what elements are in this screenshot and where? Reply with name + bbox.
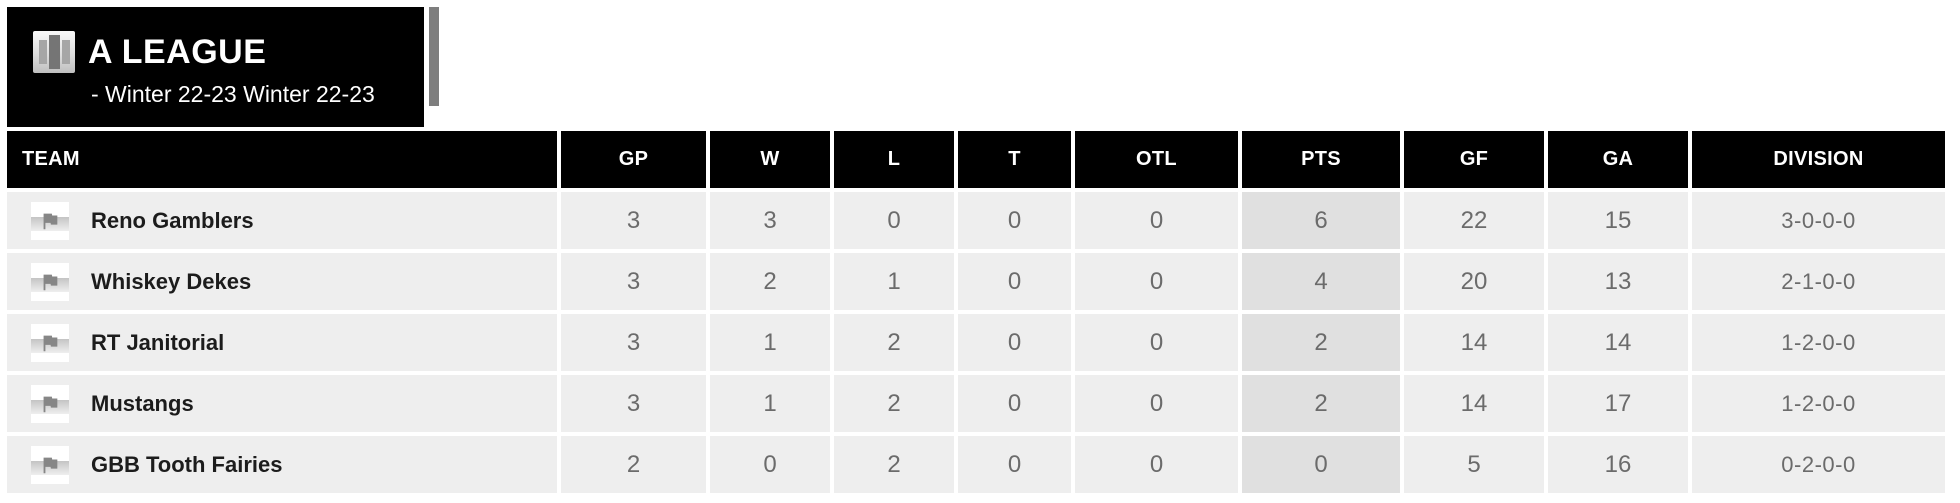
team-cell[interactable]: Reno Gamblers [7, 192, 557, 249]
otl-cell: 0 [1075, 375, 1238, 432]
w-cell: 2 [710, 253, 830, 310]
gf-cell: 5 [1404, 436, 1544, 493]
league-title-row: A LEAGUE [33, 31, 424, 73]
t-cell: 0 [958, 436, 1071, 493]
gp-cell: 3 [561, 314, 706, 371]
table-header-row: TEAM GP W L T OTL PTS GF GA DIVISION [7, 131, 1945, 188]
gf-cell: 14 [1404, 314, 1544, 371]
bar-icon [61, 40, 70, 64]
column-header-l: L [834, 131, 954, 188]
column-header-division: DIVISION [1692, 131, 1945, 188]
logo-band [31, 460, 69, 475]
column-header-w: W [710, 131, 830, 188]
otl-cell: 0 [1075, 314, 1238, 371]
pts-cell: 2 [1242, 375, 1400, 432]
t-cell: 0 [958, 253, 1071, 310]
team-name: Whiskey Dekes [91, 268, 252, 294]
division-cell: 1-2-0-0 [1692, 314, 1945, 371]
otl-cell: 0 [1075, 253, 1238, 310]
gf-cell: 14 [1404, 375, 1544, 432]
otl-cell: 0 [1075, 192, 1238, 249]
gp-cell: 2 [561, 436, 706, 493]
logo-band [31, 338, 69, 353]
w-cell: 1 [710, 375, 830, 432]
league-title: A LEAGUE [88, 33, 267, 71]
team-name: Reno Gamblers [91, 207, 254, 233]
table-row: Mustangs 3 1 2 0 0 2 14 17 1-2-0-0 [7, 375, 1945, 432]
w-cell: 1 [710, 314, 830, 371]
gp-cell: 3 [561, 253, 706, 310]
table-body: Reno Gamblers 3 3 0 0 0 6 22 15 3-0-0-0 … [7, 192, 1945, 493]
team-cell[interactable]: Whiskey Dekes [7, 253, 557, 310]
column-header-gf: GF [1404, 131, 1544, 188]
w-cell: 3 [710, 192, 830, 249]
league-season-subtitle: - Winter 22-23 Winter 22-23 [91, 81, 375, 107]
league-logo-columns-icon [33, 31, 75, 73]
team-cell[interactable]: RT Janitorial [7, 314, 557, 371]
standings-table: TEAM GP W L T OTL PTS GF GA DIVISION Ren… [7, 131, 1945, 493]
team-flag-icon [31, 445, 69, 484]
team-name: RT Janitorial [91, 329, 225, 355]
column-header-gp: GP [561, 131, 706, 188]
vertical-scrollbar-thumb[interactable] [429, 7, 439, 106]
l-cell: 1 [834, 253, 954, 310]
gp-cell: 3 [561, 375, 706, 432]
team-name: GBB Tooth Fairies [91, 451, 283, 477]
ga-cell: 13 [1548, 253, 1688, 310]
division-cell: 3-0-0-0 [1692, 192, 1945, 249]
table-row: GBB Tooth Fairies 2 0 2 0 0 0 5 16 0-2-0… [7, 436, 1945, 493]
ga-cell: 17 [1548, 375, 1688, 432]
gf-cell: 22 [1404, 192, 1544, 249]
team-name: Mustangs [91, 390, 194, 416]
ga-cell: 16 [1548, 436, 1688, 493]
table-row: RT Janitorial 3 1 2 0 0 2 14 14 1-2-0-0 [7, 314, 1945, 371]
column-header-t: T [958, 131, 1071, 188]
team-cell[interactable]: GBB Tooth Fairies [7, 436, 557, 493]
column-header-team: TEAM [7, 131, 557, 188]
team-flag-icon [31, 262, 69, 301]
l-cell: 2 [834, 375, 954, 432]
ga-cell: 14 [1548, 314, 1688, 371]
pts-cell: 2 [1242, 314, 1400, 371]
pts-cell: 6 [1242, 192, 1400, 249]
otl-cell: 0 [1075, 436, 1238, 493]
pts-cell: 0 [1242, 436, 1400, 493]
l-cell: 2 [834, 436, 954, 493]
t-cell: 0 [958, 375, 1071, 432]
division-cell: 0-2-0-0 [1692, 436, 1945, 493]
l-cell: 2 [834, 314, 954, 371]
team-cell[interactable]: Mustangs [7, 375, 557, 432]
bar-icon [48, 35, 60, 69]
team-flag-icon [31, 201, 69, 240]
pts-cell: 4 [1242, 253, 1400, 310]
division-cell: 1-2-0-0 [1692, 375, 1945, 432]
league-header-card: A LEAGUE - Winter 22-23 Winter 22-23 [7, 7, 424, 127]
gf-cell: 20 [1404, 253, 1544, 310]
l-cell: 0 [834, 192, 954, 249]
table-row: Reno Gamblers 3 3 0 0 0 6 22 15 3-0-0-0 [7, 192, 1945, 249]
column-header-pts: PTS [1242, 131, 1400, 188]
table-row: Whiskey Dekes 3 2 1 0 0 4 20 13 2-1-0-0 [7, 253, 1945, 310]
ga-cell: 15 [1548, 192, 1688, 249]
t-cell: 0 [958, 314, 1071, 371]
gp-cell: 3 [561, 192, 706, 249]
team-flag-icon [31, 384, 69, 423]
logo-band [31, 277, 69, 292]
logo-band [31, 216, 69, 231]
w-cell: 0 [710, 436, 830, 493]
column-header-ga: GA [1548, 131, 1688, 188]
logo-band [31, 399, 69, 414]
t-cell: 0 [958, 192, 1071, 249]
division-cell: 2-1-0-0 [1692, 253, 1945, 310]
column-header-otl: OTL [1075, 131, 1238, 188]
team-flag-icon [31, 323, 69, 362]
bar-icon [38, 40, 47, 64]
